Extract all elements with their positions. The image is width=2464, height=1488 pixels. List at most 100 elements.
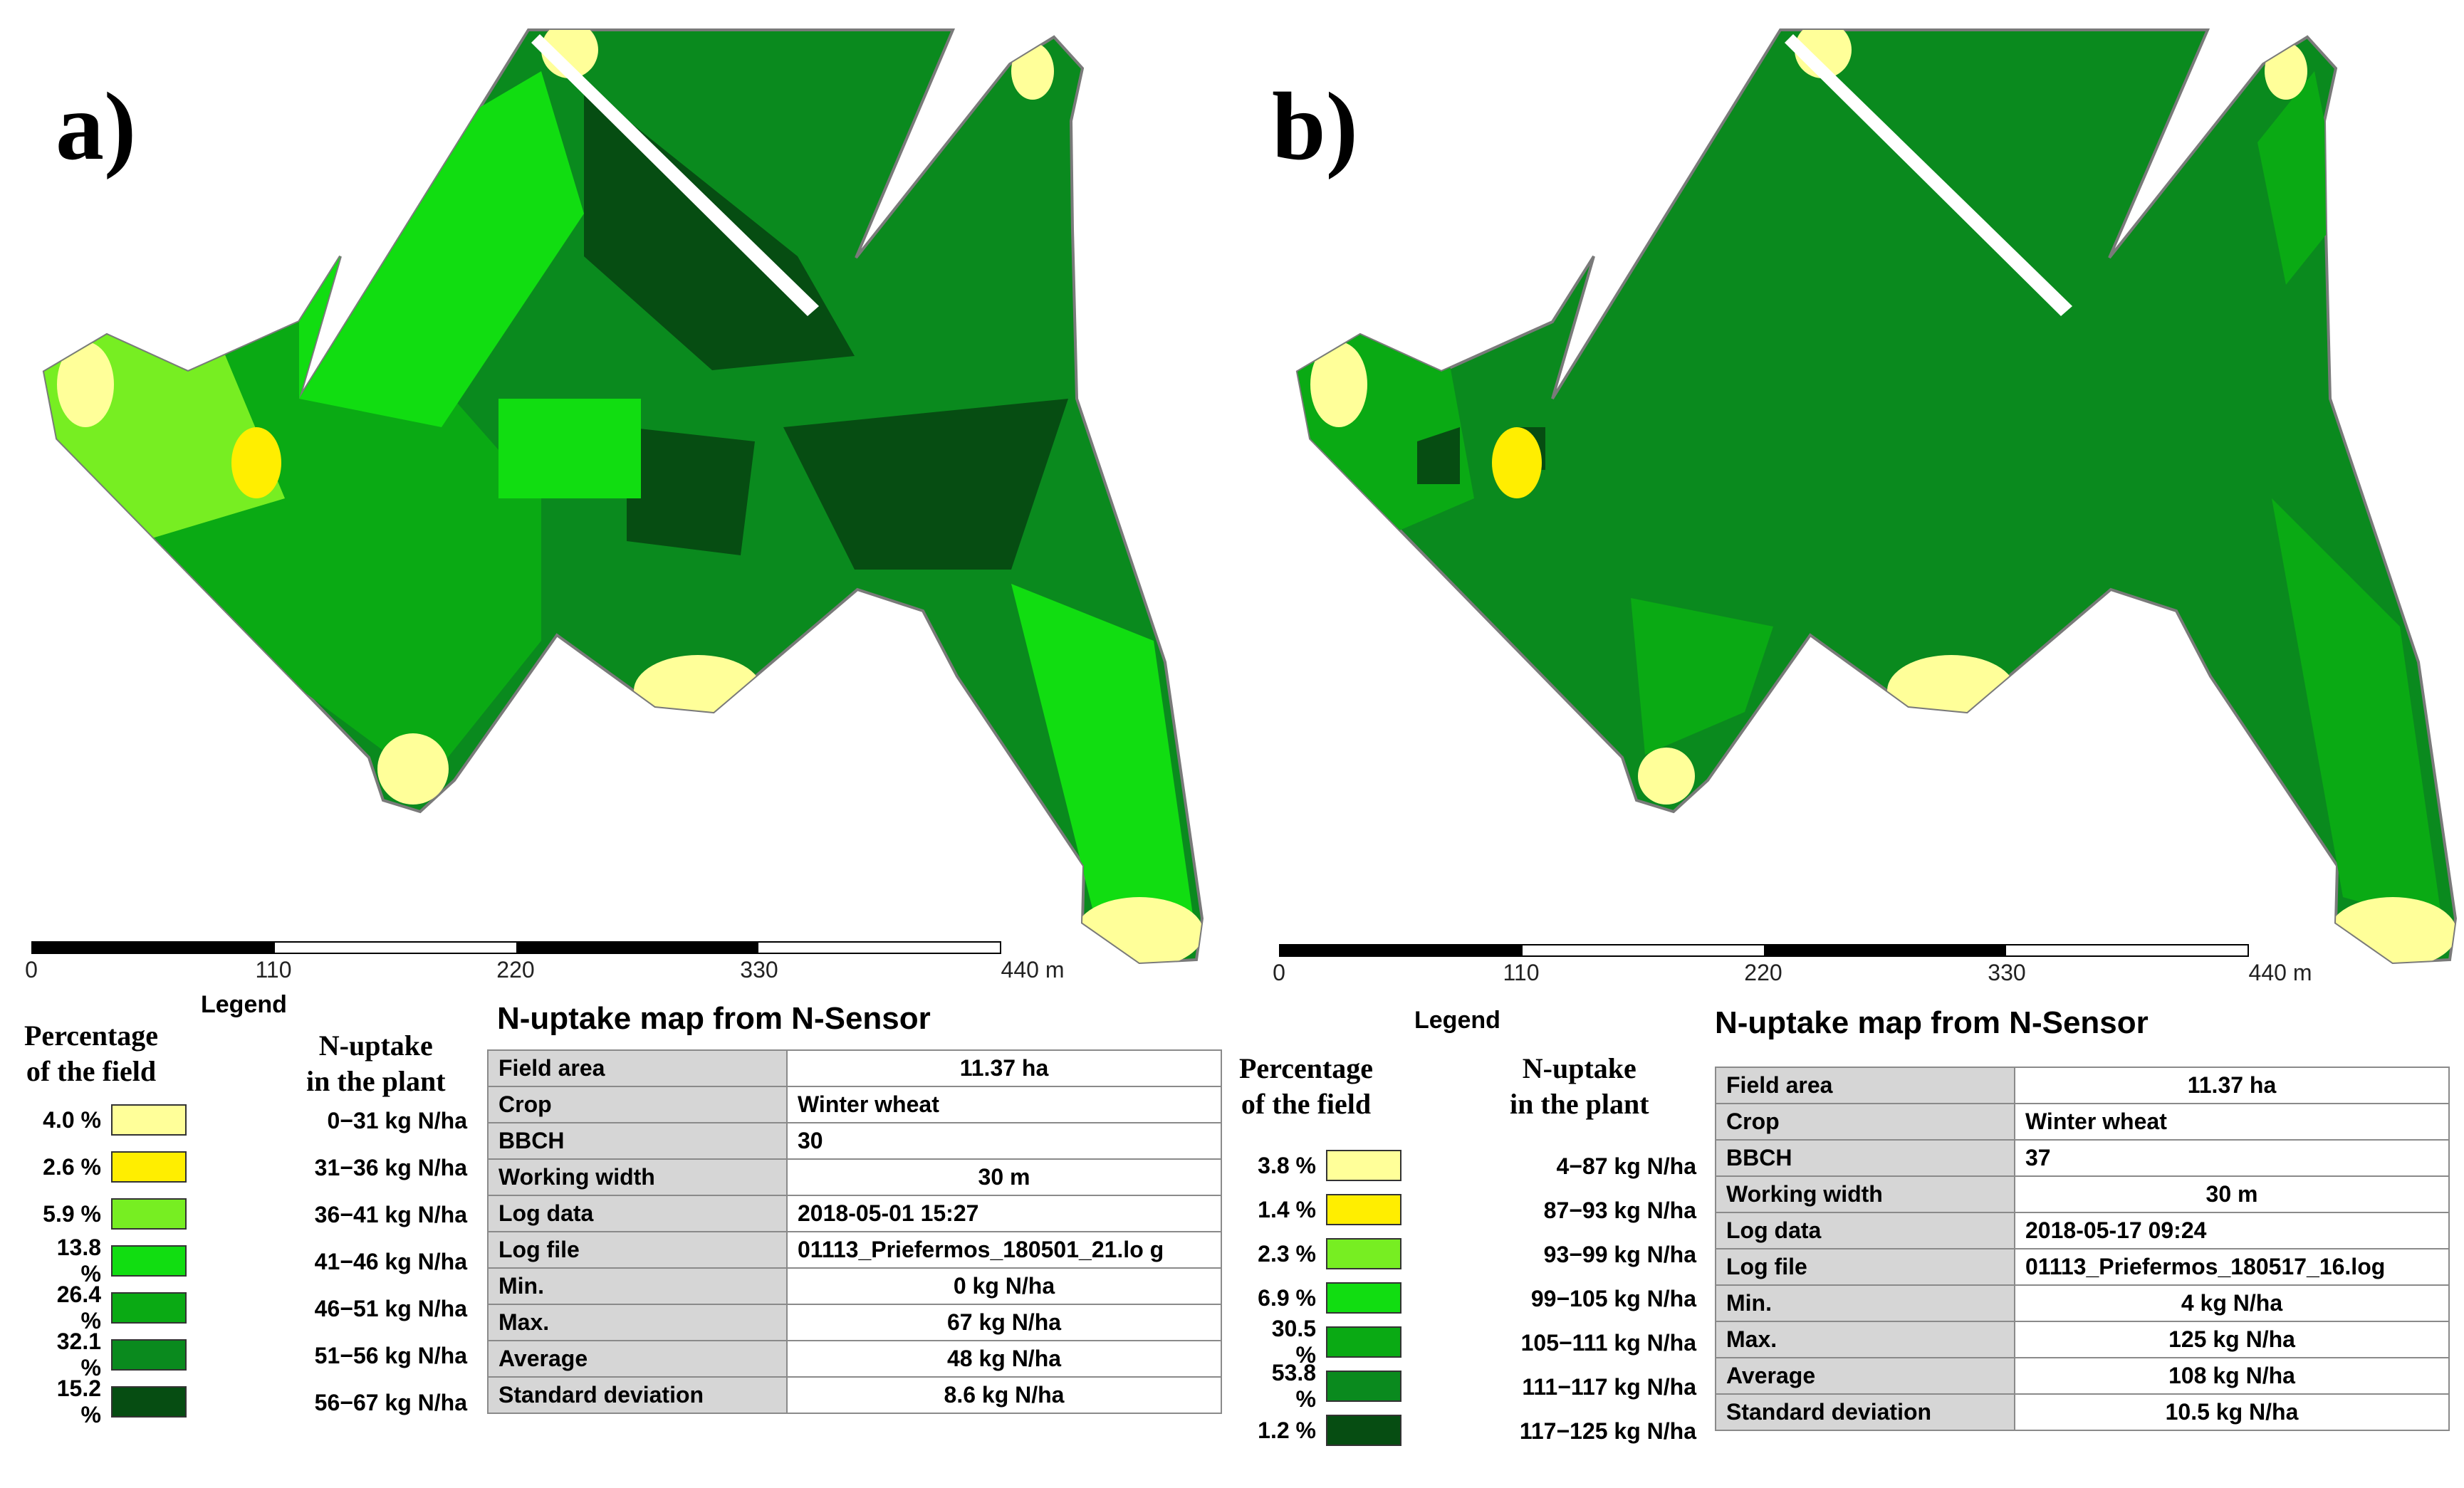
legend-swatch bbox=[1326, 1150, 1401, 1181]
legend-uptake-header: N-uptake in the plant bbox=[1510, 1052, 1649, 1120]
legend-row: 32.1 % bbox=[33, 1329, 187, 1380]
info-row: Log data 2018-05-01 15:27 bbox=[487, 1195, 1222, 1232]
scale-tick: 110 bbox=[1503, 960, 1540, 985]
info-row: Log data 2018-05-17 09:24 bbox=[1715, 1212, 2450, 1249]
legend-row: 1.2 % bbox=[1248, 1411, 1401, 1450]
info-row: Working width 30 m bbox=[487, 1158, 1222, 1196]
info-row: Standard deviation 8.6 kg N/ha bbox=[487, 1376, 1222, 1414]
scale-tick: 440 m bbox=[2248, 960, 2312, 985]
info-row: Crop Winter wheat bbox=[1715, 1103, 2450, 1141]
info-key: Max. bbox=[487, 1304, 788, 1341]
legend-range: 46−51 kg N/ha bbox=[314, 1296, 467, 1321]
info-key: Log file bbox=[1715, 1248, 2015, 1286]
info-key: Standard deviation bbox=[1715, 1393, 2015, 1431]
legend-percent: 2.3 % bbox=[1258, 1240, 1316, 1267]
info-row: Field area 11.37 ha bbox=[487, 1049, 1222, 1087]
scale-tick: 0 bbox=[1273, 960, 1285, 985]
info-key: Average bbox=[1715, 1357, 2015, 1395]
info-key: Log data bbox=[1715, 1212, 2015, 1249]
info-value: 4 kg N/ha bbox=[2014, 1284, 2450, 1322]
legend-range: 99−105 kg N/ha bbox=[1530, 1286, 1696, 1311]
info-key: Average bbox=[487, 1340, 788, 1378]
info-value: 30 bbox=[786, 1122, 1222, 1160]
info-value: 30 m bbox=[2014, 1175, 2450, 1213]
info-key: Min. bbox=[487, 1267, 788, 1305]
info-row: Working width 30 m bbox=[1715, 1175, 2450, 1213]
panel-b: b) 0 110 220 330 440 m Legend Percentage… bbox=[1232, 0, 2464, 1488]
info-value: 108 kg N/ha bbox=[2014, 1357, 2450, 1395]
info-value: 0 kg N/ha bbox=[786, 1267, 1222, 1305]
scale-tick: 330 bbox=[1988, 960, 2026, 985]
legend-swatch bbox=[111, 1198, 187, 1230]
panel-label: b) bbox=[1272, 73, 1358, 180]
legend-row: 53.8 % bbox=[1248, 1360, 1401, 1412]
legend-percent-header: Percentage of the field bbox=[24, 1020, 159, 1087]
legend-range: 87−93 kg N/ha bbox=[1543, 1198, 1696, 1223]
info-key: Working width bbox=[1715, 1175, 2015, 1213]
legend-percent: 13.8 % bbox=[56, 1235, 101, 1287]
info-value: 01113_Priefermos_180501_21.lo g bbox=[786, 1231, 1222, 1269]
info-row: Log file 01113_Priefermos_180501_21.lo g bbox=[487, 1231, 1222, 1269]
legend-percent: 3.8 % bbox=[1258, 1152, 1316, 1178]
info-value: 01113_Priefermos_180517_16.log bbox=[2014, 1248, 2450, 1286]
info-value: 125 kg N/ha bbox=[2014, 1321, 2450, 1358]
legend-swatch bbox=[111, 1386, 187, 1418]
legend-swatch bbox=[1326, 1371, 1401, 1402]
legend-range: 31−36 kg N/ha bbox=[314, 1155, 467, 1180]
info-row: Average 108 kg N/ha bbox=[1715, 1357, 2450, 1395]
info-key: Crop bbox=[1715, 1103, 2015, 1141]
legend-percent: 30.5 % bbox=[1271, 1316, 1316, 1368]
info-row: Min. 0 kg N/ha bbox=[487, 1267, 1222, 1305]
legend-swatch bbox=[1326, 1238, 1401, 1269]
n-uptake-map-b bbox=[1295, 28, 2458, 965]
info-key: Field area bbox=[487, 1049, 788, 1087]
legend-percent: 1.4 % bbox=[1258, 1196, 1316, 1222]
legend-range: 41−46 kg N/ha bbox=[314, 1249, 467, 1274]
legend-swatch bbox=[111, 1104, 187, 1136]
legend-percent: 2.6 % bbox=[43, 1153, 101, 1180]
legend-range: 4−87 kg N/ha bbox=[1556, 1153, 1696, 1179]
legend-range: 93−99 kg N/ha bbox=[1543, 1242, 1696, 1267]
info-value: 2018-05-17 09:24 bbox=[2014, 1212, 2450, 1249]
legend-swatch bbox=[111, 1292, 187, 1324]
scale-tick: 220 bbox=[496, 957, 535, 983]
legend-swatch bbox=[1326, 1326, 1401, 1358]
scale-tick: 440 m bbox=[1001, 957, 1065, 983]
info-row: Average 48 kg N/ha bbox=[487, 1340, 1222, 1378]
legend-row: 15.2 % bbox=[33, 1376, 187, 1427]
info-key: Field area bbox=[1715, 1067, 2015, 1104]
legend-range: 51−56 kg N/ha bbox=[314, 1343, 467, 1368]
info-title: N-uptake map from N-Sensor bbox=[1715, 1005, 2149, 1040]
n-uptake-map-a bbox=[42, 28, 1204, 965]
legend-row: 1.4 % bbox=[1248, 1190, 1401, 1229]
legend-uptake-header: N-uptake in the plant bbox=[306, 1029, 446, 1097]
info-row: BBCH 30 bbox=[487, 1122, 1222, 1160]
legend-row: 13.8 % bbox=[33, 1235, 187, 1287]
info-key: BBCH bbox=[487, 1122, 788, 1160]
info-key: Min. bbox=[1715, 1284, 2015, 1322]
info-value: 11.37 ha bbox=[2014, 1067, 2450, 1104]
scale-tick: 330 bbox=[740, 957, 778, 983]
legend-title: Legend bbox=[1414, 1007, 1500, 1034]
legend-row: 2.6 % bbox=[33, 1148, 187, 1186]
scale-tick: 110 bbox=[255, 957, 292, 983]
info-row: BBCH 37 bbox=[1715, 1139, 2450, 1177]
legend-row: 5.9 % bbox=[33, 1195, 187, 1233]
legend-percent: 1.2 % bbox=[1258, 1417, 1316, 1443]
info-row: Standard deviation 10.5 kg N/ha bbox=[1715, 1393, 2450, 1431]
info-table: Field area 11.37 ha Crop Winter wheat BBCH… bbox=[1715, 1067, 2450, 1431]
info-row: Min. 4 kg N/ha bbox=[1715, 1284, 2450, 1322]
scale-bar bbox=[1279, 944, 2249, 957]
legend-percent: 5.9 % bbox=[43, 1200, 101, 1227]
info-value: 11.37 ha bbox=[786, 1049, 1222, 1087]
legend-range: 111−117 kg N/ha bbox=[1522, 1374, 1696, 1400]
panel-a: a) 0 110 220 330 440 m Legend Percentage… bbox=[24, 28, 1222, 1427]
info-key: Log data bbox=[487, 1195, 788, 1232]
panel-label: a) bbox=[56, 73, 137, 180]
info-value: Winter wheat bbox=[786, 1086, 1222, 1123]
info-value: 67 kg N/ha bbox=[786, 1304, 1222, 1341]
legend-row: 4.0 % bbox=[33, 1101, 187, 1139]
info-row: Crop Winter wheat bbox=[487, 1086, 1222, 1123]
info-value: 8.6 kg N/ha bbox=[786, 1376, 1222, 1414]
legend-row: 2.3 % bbox=[1248, 1235, 1401, 1273]
